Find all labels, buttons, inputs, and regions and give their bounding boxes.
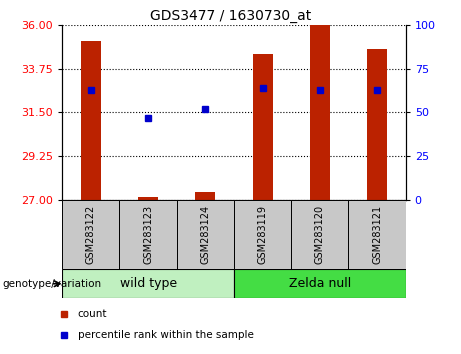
Bar (253, 54, 272, 200)
Bar (138, 196, 158, 200)
Text: GSM283120: GSM283120 (315, 205, 325, 264)
Text: GDS3477 / 1630730_at: GDS3477 / 1630730_at (150, 9, 311, 23)
Text: genotype/variation: genotype/variation (2, 279, 101, 289)
Text: GSM283123: GSM283123 (143, 205, 153, 264)
Text: count: count (78, 309, 107, 319)
Text: GSM283119: GSM283119 (258, 205, 267, 264)
Text: wild type: wild type (119, 277, 177, 290)
Bar (234, 269, 406, 298)
Bar (119, 200, 177, 269)
Bar (349, 200, 406, 269)
Text: GSM283124: GSM283124 (201, 205, 210, 264)
Bar (310, 25, 330, 200)
Bar (177, 200, 234, 269)
Bar (195, 192, 215, 200)
Text: GSM283122: GSM283122 (86, 205, 96, 264)
Bar (81, 41, 101, 200)
Bar (234, 200, 291, 269)
Text: Zelda null: Zelda null (289, 277, 351, 290)
Text: GSM283121: GSM283121 (372, 205, 382, 264)
Bar (62, 269, 234, 298)
Text: percentile rank within the sample: percentile rank within the sample (78, 330, 254, 340)
Bar (367, 49, 387, 200)
Bar (291, 200, 349, 269)
Bar (62, 200, 119, 269)
